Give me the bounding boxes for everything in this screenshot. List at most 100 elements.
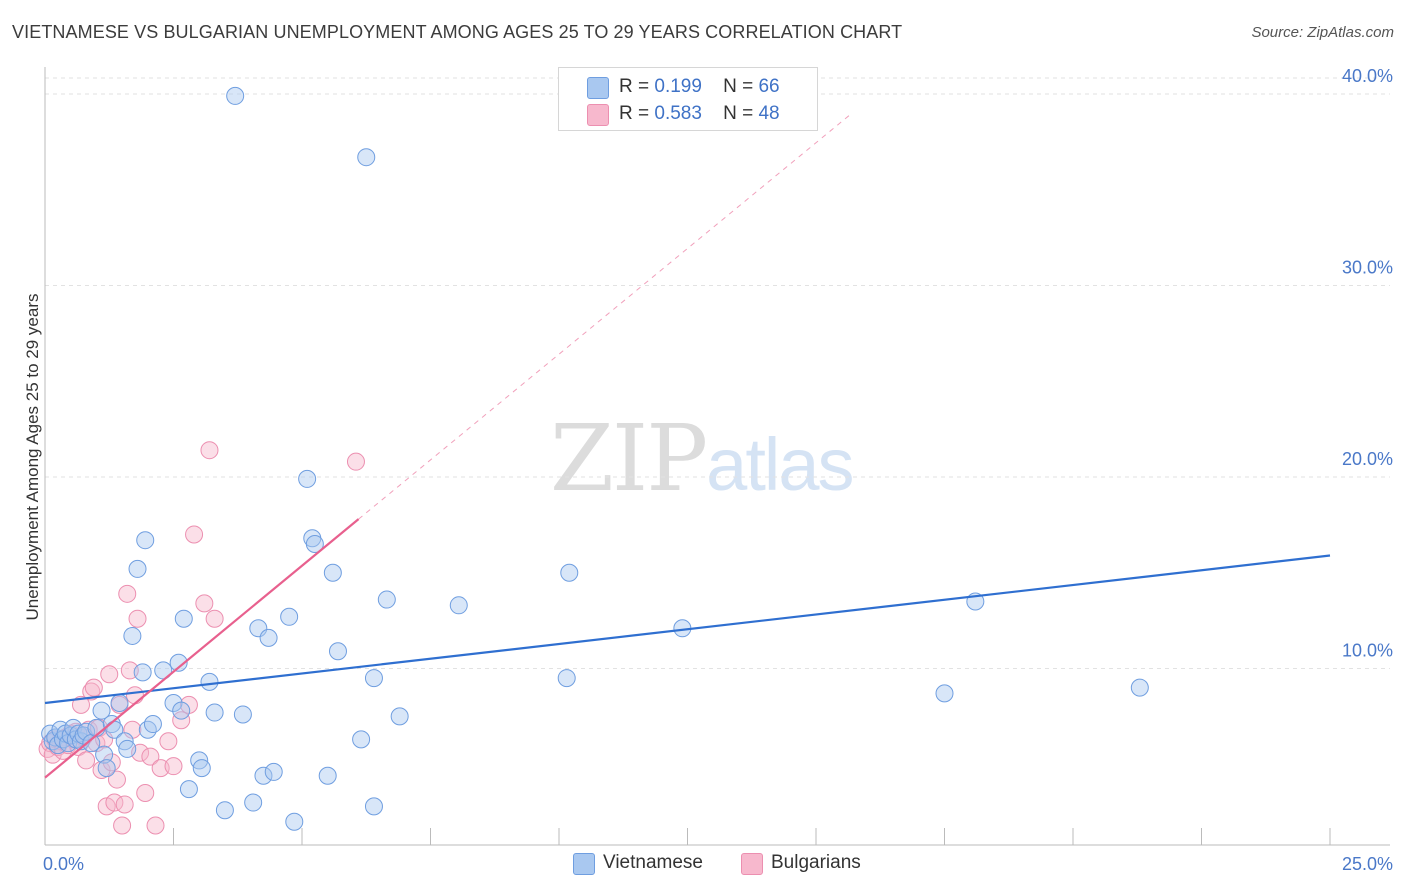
vietnamese-point <box>143 715 162 734</box>
vietnamese-point <box>200 672 219 691</box>
bulgarians-trend-extension <box>358 112 853 520</box>
vietnamese-point <box>233 705 252 724</box>
bulgarians-point <box>113 816 132 835</box>
bulgarians-point <box>77 751 96 770</box>
tick-labels: 10.0% 20.0% 30.0% 40.0% 0.0% 25.0% <box>43 66 1393 874</box>
bottom-legend-label-bulgarians: Bulgarians <box>771 852 861 873</box>
bulgarians-point <box>172 711 191 730</box>
bulgarians-point <box>164 757 183 776</box>
vietnamese-point <box>298 469 317 488</box>
bottom-legend-swatch-bulgarians <box>741 853 763 875</box>
vietnamese-point <box>305 535 324 554</box>
bulgarians-point <box>115 795 134 814</box>
bottom-legend-swatch-vietnamese <box>573 853 595 875</box>
vietnamese-point <box>133 663 152 682</box>
legend-r-label: R = <box>619 103 650 124</box>
vietnamese-point <box>128 559 147 578</box>
legend-r-value: 0.199 <box>654 76 702 97</box>
bulgarians-point <box>141 747 160 766</box>
correlation-legend: R = 0.199 N = 66 R = 0.583 N = 48 <box>558 67 818 131</box>
bulgarians-point <box>205 609 224 628</box>
vietnamese-point <box>110 693 129 712</box>
vietnamese-point <box>118 739 137 758</box>
bulgarians-point <box>107 770 126 789</box>
vietnamese-point <box>226 86 245 105</box>
bulgarians-point <box>128 609 147 628</box>
y-tick-label: 10.0% <box>1342 641 1393 661</box>
legend-n-value: 66 <box>758 76 780 97</box>
vietnamese-point <box>557 669 576 688</box>
bulgarians-point <box>200 441 219 460</box>
y-axis-label: Unemployment Among Ages 25 to 29 years <box>23 294 42 621</box>
source-label: Source: ZipAtlas.com <box>1251 24 1394 41</box>
vietnamese-point <box>244 793 263 812</box>
vietnamese-point <box>390 707 409 726</box>
legend-n-label: N = <box>723 76 754 97</box>
bulgarians-point <box>125 686 144 705</box>
vietnamese-point <box>92 701 111 720</box>
vietnamese-point <box>192 759 211 778</box>
watermark-zip: ZIP <box>550 405 708 512</box>
vietnamese-point <box>259 628 278 647</box>
bulgarians-point <box>102 753 121 772</box>
vietnamese-point <box>138 720 157 739</box>
vietnamese-point <box>179 780 198 799</box>
axes <box>44 67 1390 846</box>
vietnamese-point <box>254 766 273 785</box>
vietnamese-point <box>215 801 234 820</box>
vietnamese-point <box>935 684 954 703</box>
vietnamese-point <box>449 596 468 615</box>
bulgarians-point <box>159 732 178 751</box>
watermark-atlas: atlas <box>706 423 854 506</box>
x-tick-label: 0.0% <box>43 854 84 874</box>
trend-lines <box>44 112 1331 779</box>
vietnamese-point <box>364 669 383 688</box>
vietnamese-point <box>172 701 191 720</box>
vietnamese-point <box>318 766 337 785</box>
legend-r-value: 0.583 <box>654 103 702 124</box>
vietnamese-point <box>1130 678 1149 697</box>
bulgarians-point <box>346 452 365 471</box>
bulgarians-point <box>146 816 165 835</box>
legend-swatch-vietnamese <box>587 77 609 99</box>
bulgarians-point <box>136 783 155 802</box>
vietnamese-point <box>205 703 224 722</box>
gridlines <box>45 77 1390 669</box>
vietnamese-point <box>364 797 383 816</box>
bulgarians-point <box>185 525 204 544</box>
vietnamese-point <box>323 563 342 582</box>
vietnamese-point <box>377 590 396 609</box>
watermark: ZIPatlas <box>550 405 854 512</box>
vietnamese-point <box>77 722 96 741</box>
y-tick-label: 20.0% <box>1342 449 1393 469</box>
chart-title: VIETNAMESE VS BULGARIAN UNEMPLOYMENT AMO… <box>12 22 903 42</box>
vietnamese-point <box>174 609 193 628</box>
bulgarians-trend-line <box>44 518 360 779</box>
legend-r-label: R = <box>619 76 650 97</box>
vietnamese-point <box>280 607 299 626</box>
legend-n-value: 48 <box>758 103 780 124</box>
vietnamese-point <box>123 626 142 645</box>
vietnamese-point <box>164 693 183 712</box>
vietnamese-point <box>87 718 106 737</box>
legend-swatch-bulgarians <box>587 104 609 126</box>
vietnamese-point <box>169 653 188 672</box>
bulgarians-point <box>84 678 103 697</box>
y-tick-label: 40.0% <box>1342 66 1393 86</box>
bulgarians-point <box>100 665 119 684</box>
y-tick-label: 30.0% <box>1342 258 1393 278</box>
bulgarians-point <box>71 695 90 714</box>
vietnamese-point <box>357 148 376 167</box>
vietnamese-point <box>352 730 371 749</box>
vietnamese-point <box>328 642 347 661</box>
bulgarians-point <box>118 584 137 603</box>
vietnamese-point <box>560 563 579 582</box>
vietnamese-point <box>95 745 114 764</box>
vietnamese-point <box>97 759 116 778</box>
x-tick-label: 25.0% <box>1342 854 1393 874</box>
bottom-legend-label-vietnamese: Vietnamese <box>603 852 703 873</box>
bulgarians-point <box>195 594 214 613</box>
vietnamese-point <box>285 812 304 831</box>
vietnamese-point <box>136 531 155 550</box>
